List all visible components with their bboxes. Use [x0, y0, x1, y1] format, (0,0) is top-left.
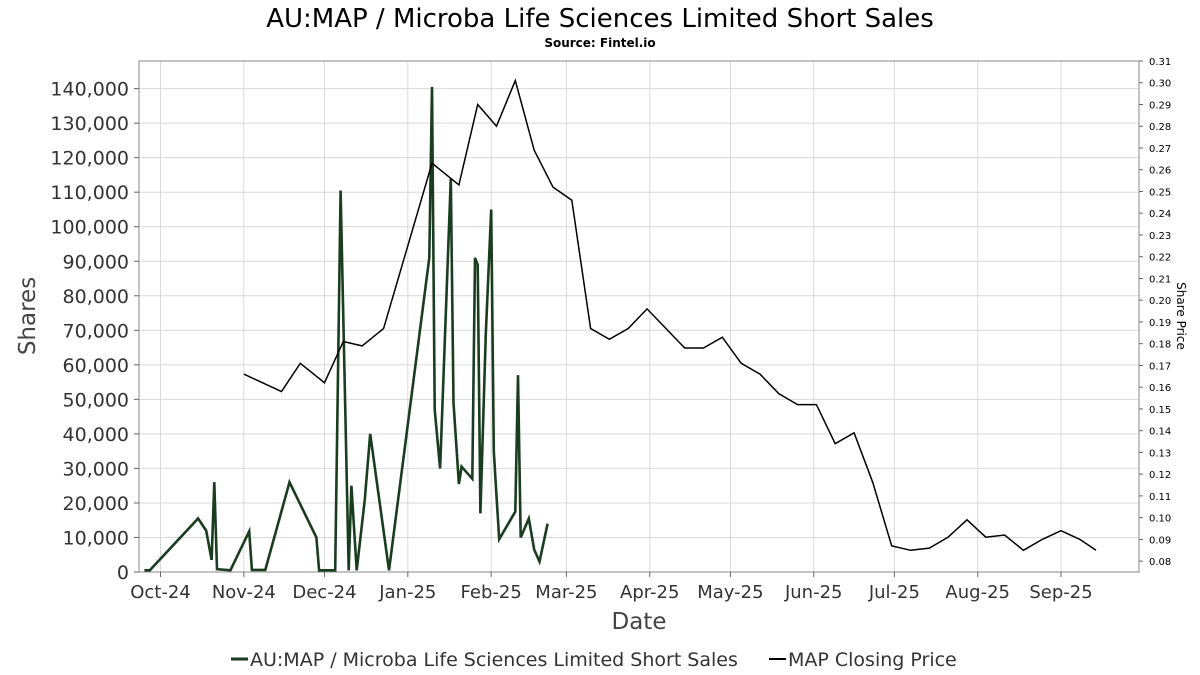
chart-title: AU:MAP / Microba Life Sciences Limited S…	[266, 4, 934, 34]
x-tick-label: Oct-24	[130, 582, 191, 603]
x-tick-label: Jul-25	[868, 582, 920, 603]
x-tick-label: Jan-25	[378, 582, 436, 603]
y2-tick-label: 0.25	[1149, 187, 1171, 198]
series-line-closing-price	[243, 78, 1097, 552]
y-tick-label: 90,000	[63, 251, 129, 273]
y2-tick-label: 0.28	[1149, 122, 1171, 133]
y2-axis-label: Share Price	[1174, 282, 1188, 350]
legend-label-closing-price: MAP Closing Price	[788, 649, 957, 671]
x-tick-label: May-25	[697, 582, 763, 603]
y2-tick-label: 0.22	[1149, 253, 1171, 264]
y2-tick-label: 0.17	[1149, 361, 1171, 372]
y2-tick-label: 0.24	[1149, 209, 1171, 220]
y-tick-label: 100,000	[50, 217, 129, 239]
y-tick-label: 70,000	[63, 320, 129, 342]
y2-tick-label: 0.15	[1149, 405, 1171, 416]
y2-tick-label: 0.12	[1149, 470, 1171, 481]
grid	[139, 61, 1139, 573]
legend: AU:MAP / Microba Life Sciences Limited S…	[231, 649, 957, 671]
x-tick-label: Apr-25	[620, 582, 679, 603]
y-tick-label: 60,000	[63, 355, 129, 377]
y2-tick-label: 0.08	[1149, 557, 1171, 568]
series-line-short-sales	[144, 86, 549, 572]
x-tick-label: Nov-24	[212, 582, 276, 603]
x-tick-label: Dec-24	[292, 582, 356, 603]
y-tick-label: 110,000	[50, 182, 129, 204]
y2-tick-label: 0.23	[1149, 231, 1171, 242]
y2-tick-label: 0.13	[1149, 448, 1171, 459]
y2-axis-ticks: 0.08 0.09 0.10 0.11 0.12 0.13 0.14 0.15 0.16 0.17…	[1139, 57, 1171, 568]
y-tick-label: 120,000	[50, 148, 129, 170]
y-tick-label: 80,000	[63, 286, 129, 308]
y-tick-label: 140,000	[50, 79, 129, 101]
y2-tick-label: 0.27	[1149, 144, 1171, 155]
plot-area	[138, 60, 1140, 573]
legend-label-short-sales: AU:MAP / Microba Life Sciences Limited S…	[250, 649, 738, 671]
y2-tick-label: 0.11	[1149, 492, 1171, 503]
y2-tick-label: 0.29	[1149, 100, 1171, 111]
y-axis-ticks: 0 10,000 20,000 30,000 40,000 50,000 60,000 70,…	[50, 79, 139, 584]
x-tick-label: Mar-25	[535, 582, 597, 603]
x-tick-label: Feb-25	[461, 582, 522, 603]
y-tick-label: 50,000	[63, 389, 129, 411]
x-tick-label: Jun-25	[784, 582, 843, 603]
y2-tick-label: 0.18	[1149, 340, 1171, 351]
y2-tick-label: 0.30	[1149, 79, 1171, 90]
x-tick-label: Aug-25	[945, 582, 1010, 603]
y2-tick-label: 0.16	[1149, 383, 1171, 394]
y2-tick-label: 0.31	[1149, 57, 1171, 68]
y-tick-label: 40,000	[63, 424, 129, 446]
y-tick-label: 0	[117, 562, 129, 584]
y2-tick-label: 0.21	[1149, 274, 1171, 285]
y-tick-label: 10,000	[63, 527, 129, 549]
series-layer	[144, 78, 1097, 572]
y2-tick-label: 0.20	[1149, 296, 1171, 307]
y-axis-label: Shares	[15, 277, 41, 355]
y2-tick-label: 0.10	[1149, 514, 1171, 525]
y-tick-label: 20,000	[63, 493, 129, 515]
y2-tick-label: 0.26	[1149, 166, 1171, 177]
x-axis-ticks: Oct-24 Nov-24 Dec-24 Jan-25 Feb-25 Mar-25 Apr-…	[130, 572, 1093, 603]
y-tick-label: 30,000	[63, 458, 129, 480]
y2-tick-label: 0.09	[1149, 535, 1171, 546]
x-tick-label: Sep-25	[1029, 582, 1092, 603]
y2-tick-label: 0.14	[1149, 427, 1171, 438]
chart-subtitle: Source: Fintel.io	[544, 36, 655, 50]
y2-tick-label: 0.19	[1149, 318, 1171, 329]
y-tick-label: 130,000	[50, 113, 129, 135]
x-axis-label: Date	[612, 609, 667, 635]
